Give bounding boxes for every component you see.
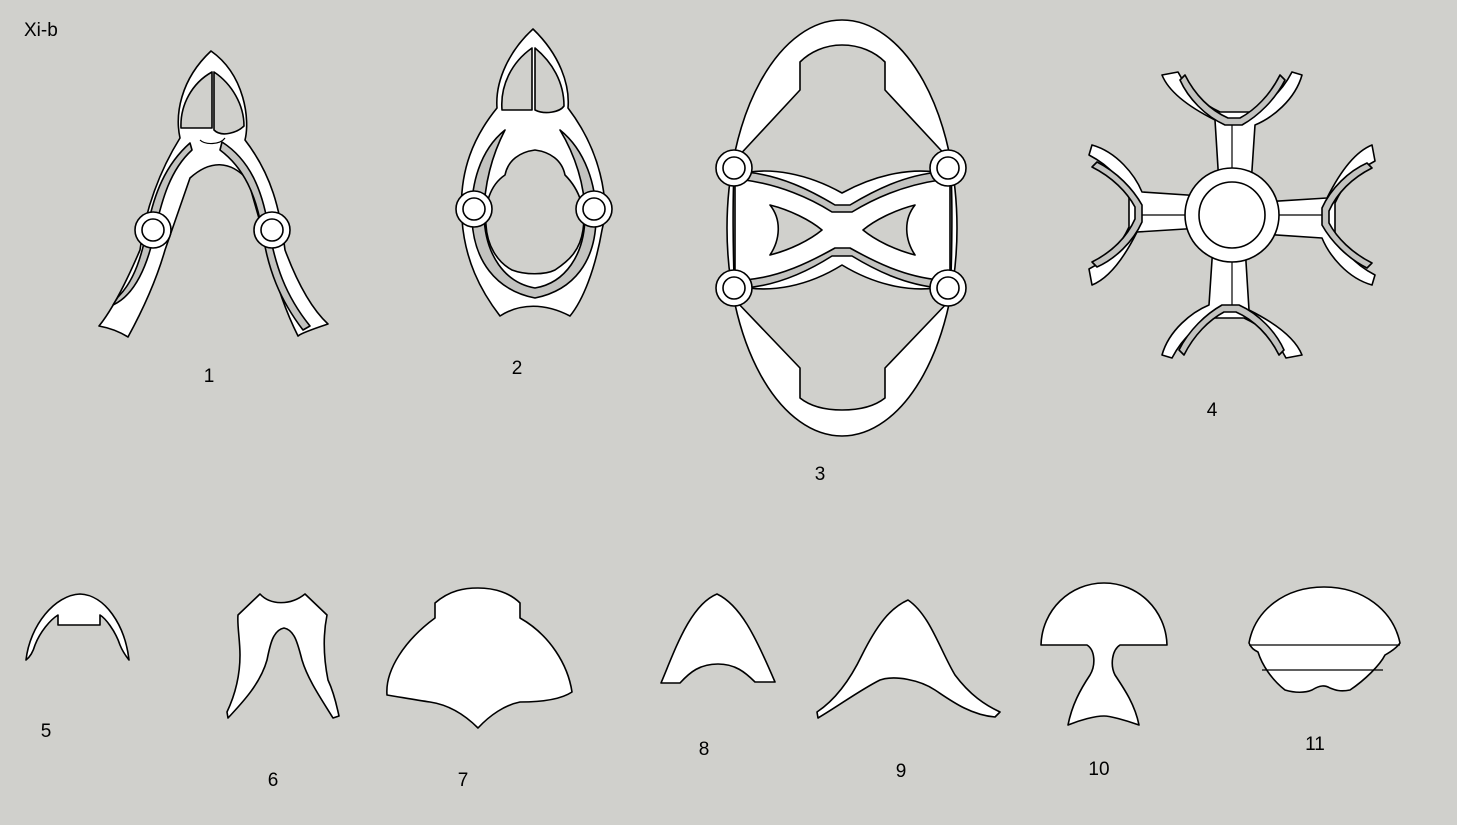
piece-3-label: 3 bbox=[814, 464, 826, 485]
piece-4-label: 4 bbox=[1206, 400, 1218, 421]
piece-8-label: 8 bbox=[698, 739, 710, 760]
piece-10-label: 10 bbox=[1088, 759, 1110, 780]
piece-9-shape bbox=[816, 599, 1001, 719]
piece-2-shape bbox=[455, 28, 613, 317]
piece-5-label: 5 bbox=[40, 721, 52, 742]
piece-4-shape bbox=[1088, 71, 1376, 359]
piece-11-shape bbox=[1248, 586, 1401, 694]
piece-5-shape bbox=[25, 593, 130, 661]
piece-1-shape bbox=[98, 50, 329, 338]
sheet-title: Xi-b bbox=[24, 20, 58, 41]
piece-3-shape bbox=[715, 19, 967, 437]
piece-8-shape bbox=[660, 593, 776, 684]
piece-1-label: 1 bbox=[203, 366, 215, 387]
piece-10-shape bbox=[1040, 582, 1168, 726]
piece-2-label: 2 bbox=[511, 358, 523, 379]
piece-7-label: 7 bbox=[457, 770, 469, 791]
piece-11-label: 11 bbox=[1305, 734, 1325, 755]
piece-6-label: 6 bbox=[267, 770, 279, 791]
piece-7-shape bbox=[386, 587, 573, 729]
piece-9-label: 9 bbox=[895, 761, 907, 782]
piece-6-shape bbox=[226, 593, 340, 719]
